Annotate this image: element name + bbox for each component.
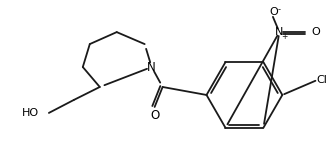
Text: Cl: Cl xyxy=(317,75,328,85)
Text: N: N xyxy=(147,61,156,73)
Text: +: + xyxy=(281,32,288,41)
Text: HO: HO xyxy=(22,108,39,118)
Text: -: - xyxy=(278,5,281,14)
Text: O: O xyxy=(311,27,319,37)
Text: N: N xyxy=(275,27,283,37)
Text: O: O xyxy=(269,7,278,17)
Text: O: O xyxy=(150,109,159,122)
